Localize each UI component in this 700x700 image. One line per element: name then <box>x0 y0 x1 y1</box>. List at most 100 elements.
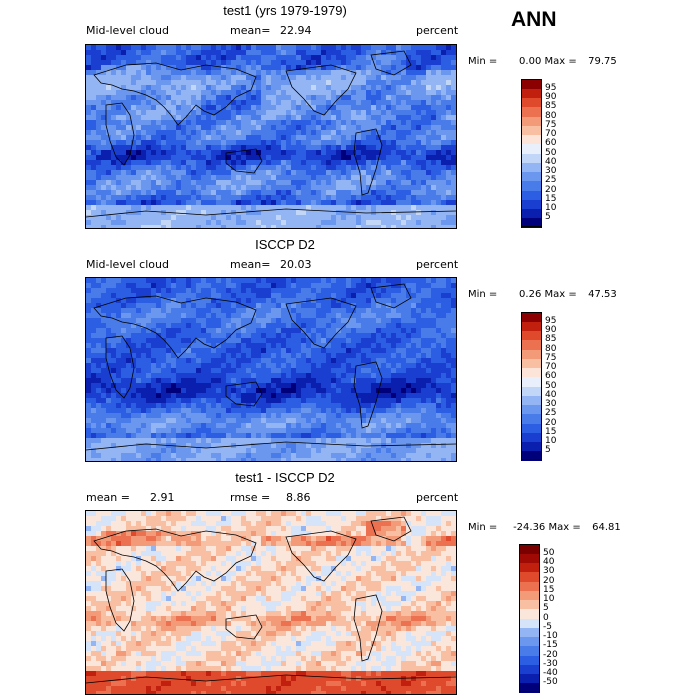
map-cell <box>301 45 307 51</box>
map-cell <box>86 160 92 166</box>
map-cell <box>241 45 247 51</box>
map-cell <box>136 303 142 309</box>
map-cell <box>166 293 172 299</box>
map-cell <box>341 418 347 424</box>
map-cell <box>236 110 242 116</box>
map-cell <box>301 120 307 126</box>
map-cell <box>131 220 137 226</box>
map-cell <box>236 353 242 359</box>
map-cell <box>386 145 392 151</box>
map-cell <box>241 110 247 116</box>
map-cell <box>201 423 207 429</box>
map-cell <box>241 190 247 196</box>
map-cell <box>161 393 167 399</box>
map-cell <box>311 65 317 71</box>
map-cell <box>316 65 322 71</box>
map-cell <box>131 155 137 161</box>
map-cell <box>261 145 267 151</box>
map-cell <box>351 95 357 101</box>
map-cell <box>206 115 212 121</box>
map-cell <box>271 293 277 299</box>
map-cell <box>356 378 362 384</box>
map-cell <box>346 160 352 166</box>
map-cell <box>216 70 222 76</box>
map-cell <box>286 90 292 96</box>
map-cell <box>451 180 456 186</box>
map-cell <box>231 388 237 394</box>
map-cell <box>336 363 342 369</box>
map-cell <box>116 110 122 116</box>
map-cell <box>306 60 312 66</box>
map-cell <box>426 338 432 344</box>
map-cell <box>416 100 422 106</box>
map-cell <box>406 135 412 141</box>
map-cell <box>331 100 337 106</box>
map-cell <box>266 338 272 344</box>
map-cell <box>256 130 262 136</box>
map-cell <box>111 368 117 374</box>
map-cell <box>166 378 172 384</box>
map-cell <box>406 125 412 131</box>
map-cell <box>346 110 352 116</box>
map-cell <box>426 373 432 379</box>
map-cell <box>146 55 152 61</box>
map-cell <box>356 85 362 91</box>
map-cell <box>146 378 152 384</box>
map-cell <box>226 363 232 369</box>
map-cell <box>286 125 292 131</box>
map-cell <box>146 288 152 294</box>
map-cell <box>136 80 142 86</box>
map-cell <box>316 100 322 106</box>
map-cell <box>271 95 277 101</box>
map-cell <box>121 180 127 186</box>
map-cell <box>361 105 367 111</box>
map-cell <box>361 358 367 364</box>
map-cell <box>286 50 292 56</box>
map-cell <box>231 220 237 226</box>
map-cell <box>131 125 137 131</box>
map-cell <box>161 298 167 304</box>
map-cell <box>401 100 407 106</box>
map-cell <box>156 60 162 66</box>
map-cell <box>301 175 307 181</box>
map-cell <box>276 100 282 106</box>
map-cell <box>436 215 442 221</box>
map-cell <box>436 155 442 161</box>
map-cell <box>146 95 152 101</box>
map-cell <box>381 115 387 121</box>
map-cell <box>441 110 447 116</box>
map-cell <box>266 353 272 359</box>
map-cell <box>301 343 307 349</box>
map-cell <box>321 418 327 424</box>
map-cell <box>401 393 407 399</box>
map-cell <box>346 90 352 96</box>
map-cell <box>201 190 207 196</box>
map-cell <box>101 140 107 146</box>
map-cell <box>186 215 192 221</box>
map-cell <box>301 338 307 344</box>
map-cell <box>241 333 247 339</box>
map-cell <box>306 115 312 121</box>
map-cell <box>86 150 92 156</box>
map-cell <box>101 70 107 76</box>
map-cell <box>191 195 197 201</box>
map-cell <box>426 298 432 304</box>
map-cell <box>436 165 442 171</box>
map-cell <box>131 115 137 121</box>
map-cell <box>176 308 182 314</box>
map-cell <box>251 293 257 299</box>
map-cell <box>196 343 202 349</box>
map-cell <box>451 200 456 206</box>
map-cell <box>276 90 282 96</box>
map-cell <box>191 278 197 284</box>
map-cell <box>266 145 272 151</box>
map-cell <box>271 70 277 76</box>
map-cell <box>226 105 232 111</box>
map-cell <box>281 313 287 319</box>
map-cell <box>326 353 332 359</box>
map-cell <box>266 393 272 399</box>
map-cell <box>396 368 402 374</box>
map-cell <box>376 298 382 304</box>
map-cell <box>246 155 252 161</box>
map-cell <box>416 210 422 216</box>
